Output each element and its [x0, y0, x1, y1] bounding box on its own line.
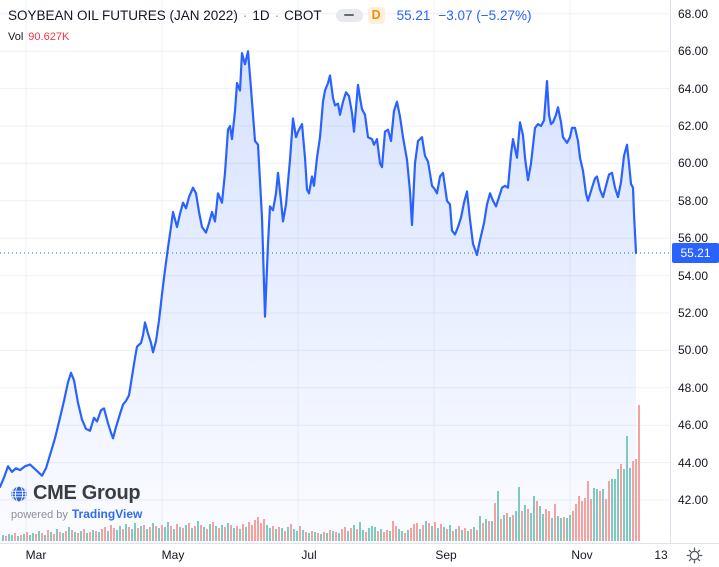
volume-row: Vol 90.627K — [8, 29, 531, 45]
time-axis[interactable]: Mar May Jul Sep Nov 13 — [0, 543, 719, 567]
exchange-label[interactable]: CBOT — [284, 7, 322, 23]
price-tick-label: 48.00 — [678, 380, 709, 395]
time-tick-label: May — [161, 548, 185, 562]
gear-icon[interactable] — [686, 547, 703, 564]
symbol-row: SOYBEAN OIL FUTURES (JAN 2022) · 1D · CB… — [8, 5, 531, 25]
price-tick-label: 64.00 — [678, 81, 709, 96]
time-tick-label: Mar — [25, 548, 47, 562]
price-change: −3.07 (−5.27%) — [438, 7, 532, 23]
price-tick-label: 66.00 — [678, 44, 709, 59]
price-tick-label: 60.00 — [678, 156, 709, 171]
time-tick-label: 13 — [654, 548, 668, 562]
price-tick-label: 52.00 — [678, 306, 709, 320]
volume-label[interactable]: Vol — [8, 31, 24, 43]
price-tick-label: 42.00 — [678, 493, 709, 507]
separator-dot: · — [242, 7, 248, 23]
hide-series-pill[interactable] — [335, 8, 363, 22]
price-tick-label: 56.00 — [678, 231, 709, 246]
interval-label[interactable]: 1D — [252, 7, 270, 23]
price-tick-label: 44.00 — [678, 455, 709, 470]
price-chart-canvas[interactable] — [0, 0, 670, 543]
symbol-title[interactable]: SOYBEAN OIL FUTURES (JAN 2022) — [8, 7, 238, 23]
tradingview-link[interactable]: TradingView — [71, 507, 143, 521]
price-axis[interactable]: 55.21 68.00 66.00 64.00 62.00 60.00 58.00 56.0… — [670, 0, 719, 567]
time-tick-label: Nov — [571, 548, 593, 562]
last-price-axis-tag: 55.21 — [672, 242, 719, 263]
price-readout: 55.21 −3.07 (−5.27%) — [397, 8, 532, 23]
cme-brand-text: CME Group — [33, 482, 141, 504]
time-tick-label: Jul — [301, 548, 317, 562]
volume-value: 90.627K — [28, 31, 70, 43]
cme-watermark: CME Group powered by TradingView — [10, 482, 142, 521]
interval-badge[interactable]: D — [367, 6, 385, 24]
price-tick-label: 46.00 — [678, 418, 709, 433]
powered-by-row: powered by TradingView — [11, 507, 142, 521]
minus-icon — [344, 13, 355, 17]
price-tick-label: 62.00 — [678, 119, 709, 133]
time-tick-label: Sep — [435, 548, 457, 562]
separator-dot: · — [274, 7, 280, 23]
globe-icon — [11, 485, 27, 502]
axis-settings-corner[interactable] — [670, 543, 719, 567]
price-tick-label: 58.00 — [678, 193, 709, 208]
price-tick-label: 54.00 — [678, 268, 709, 283]
cme-logo-row: CME Group — [10, 482, 142, 505]
price-tick-label: 50.00 — [678, 343, 709, 358]
price-tick-label: 68.00 — [678, 6, 709, 21]
last-price: 55.21 — [396, 7, 431, 23]
powered-by-text: powered by — [11, 509, 68, 521]
legend: SOYBEAN OIL FUTURES (JAN 2022) · 1D · CB… — [8, 5, 531, 45]
